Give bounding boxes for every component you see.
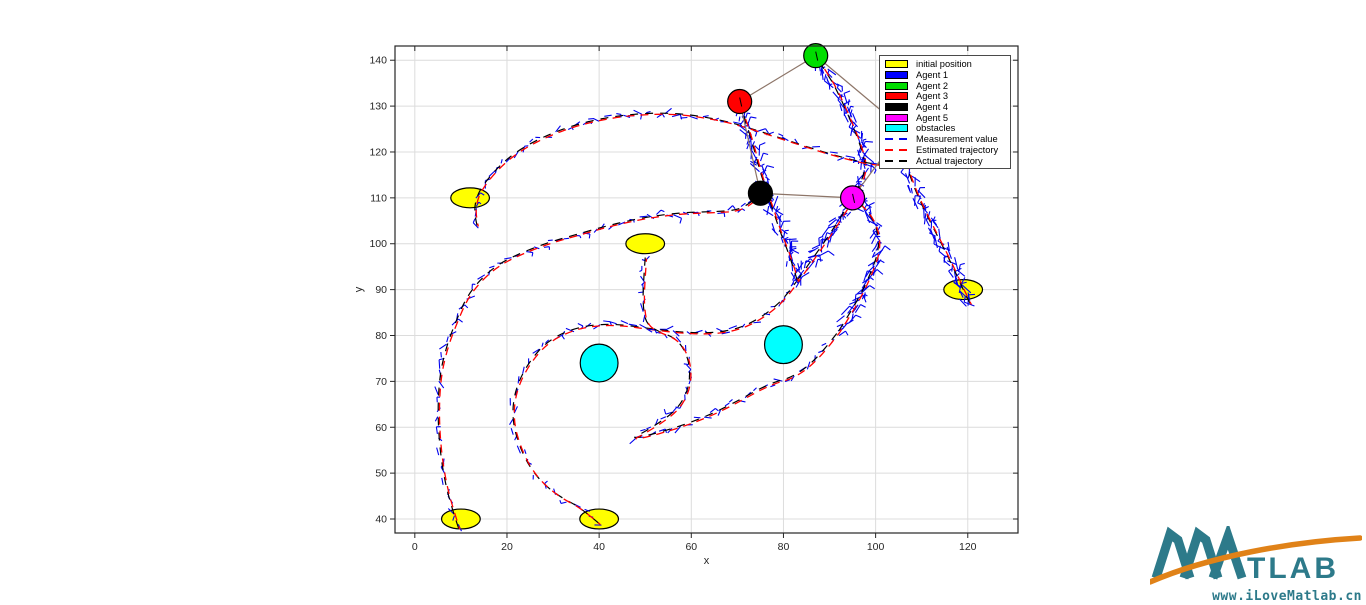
y-tick-label: 120 — [369, 146, 387, 158]
y-tick-label: 60 — [375, 422, 387, 434]
y-tick-label: 90 — [375, 284, 387, 296]
actual-trajectory-line — [474, 112, 895, 226]
estimated-trajectory-line — [438, 193, 763, 530]
legend-label: obstacles — [916, 123, 956, 134]
y-tick-label: 140 — [369, 55, 387, 67]
actual-trajectory-line — [796, 55, 866, 281]
legend-line-sample — [885, 148, 912, 151]
legend-entry-agent-1: Agent 1 — [885, 70, 1008, 81]
agent-marker-agent-3 — [727, 88, 753, 115]
y-tick-label: 130 — [369, 101, 387, 113]
initial-position-ellipse — [450, 187, 491, 209]
legend-label: Agent 3 — [916, 91, 949, 102]
matlab-logo: TLAB www.iLoveMatlab.cn — [1146, 522, 1363, 604]
legend-entry-agent-4: Agent 4 — [885, 102, 1008, 113]
matlab-wordmark: TLAB — [1147, 522, 1363, 585]
estimated-trajectory-line — [513, 281, 800, 526]
legend-color-patch — [885, 103, 912, 112]
y-tick-label: 40 — [375, 514, 387, 526]
x-tick-label: 40 — [593, 541, 605, 553]
legend-entry-actual-trajectory: Actual trajectory — [885, 155, 1008, 166]
axes-frame: 0 20 40 60 80 100 120 40 50 60 70 80 90 100 110 120 130 1… — [353, 45, 1019, 567]
initial-position-ellipses — [440, 187, 984, 530]
measurement-noise — [836, 190, 891, 337]
y-tick-label: 110 — [370, 192, 387, 204]
obstacle-circles — [579, 325, 803, 383]
legend: initial position Agent 1 Agent 2 Agent 3 Age… — [879, 55, 1011, 169]
legend-label: initial position — [916, 59, 972, 70]
estimated-trajectory-line — [635, 258, 841, 440]
legend-color-patch — [885, 71, 912, 80]
legend-line-sample — [885, 159, 912, 162]
legend-label: Agent 2 — [916, 80, 949, 91]
measurement-noise — [795, 51, 878, 288]
formation-link — [739, 55, 817, 103]
obstacle-circle — [763, 325, 803, 365]
legend-label: Measurement value — [916, 134, 998, 145]
measurement-noise — [629, 255, 835, 445]
legend-label: Agent 4 — [916, 102, 949, 113]
agent-marker-agent-2 — [803, 43, 829, 69]
legend-entry-measurement-value: Measurement value — [885, 134, 1008, 145]
x-tick-label: 0 — [412, 541, 418, 553]
actual-trajectory-line — [512, 280, 798, 525]
legend-entry-agent-3: Agent 3 — [885, 91, 1008, 102]
y-tick-label: 70 — [375, 376, 387, 388]
legend-color-patch — [885, 113, 912, 122]
initial-position-ellipse — [625, 233, 666, 255]
x-tick-label: 20 — [501, 541, 513, 553]
measurement-noise — [472, 107, 887, 229]
y-tick-label: 80 — [375, 330, 387, 342]
legend-label: Agent 1 — [916, 70, 949, 81]
x-tick-label: 80 — [778, 541, 790, 553]
formation-link — [739, 101, 761, 194]
y-tick-label: 50 — [375, 468, 387, 480]
estimated-trajectory-line — [798, 56, 867, 282]
actual-trajectory-line — [634, 257, 840, 439]
trajectories-layer — [434, 51, 976, 532]
legend-label: Agent 5 — [916, 112, 949, 123]
legend-label: Estimated trajectory — [916, 144, 999, 155]
ilovematlab-url: www.iLoveMatlab.cn — [1212, 589, 1362, 604]
legend-color-patch — [885, 92, 912, 101]
legend-entry-agent-5: Agent 5 — [885, 112, 1008, 123]
legend-entry-estimated-trajectory: Estimated trajectory — [885, 145, 1008, 156]
initial-position-ellipse — [440, 508, 481, 530]
initial-position-ellipse — [579, 508, 620, 530]
svg-text:TLAB: TLAB — [1247, 552, 1339, 585]
agent-marker-agent-4 — [747, 180, 774, 206]
y-tick-label: 100 — [369, 238, 387, 250]
estimated-trajectory-line — [740, 102, 800, 282]
legend-label: Actual trajectory — [916, 155, 983, 166]
y-axis-label: y — [353, 286, 365, 292]
legend-entry-initial-position: initial position — [885, 59, 1008, 70]
agent-marker-agent-5 — [839, 185, 866, 211]
formation-link — [760, 192, 853, 199]
estimated-trajectory-line — [839, 198, 881, 333]
legend-entry-obstacles: obstacles — [885, 123, 1008, 134]
x-tick-label: 60 — [685, 541, 697, 553]
x-axis-label: x — [704, 555, 710, 567]
legend-color-patch — [885, 81, 912, 90]
estimated-trajectory-line — [475, 113, 896, 227]
measurement-noise — [509, 282, 795, 526]
legend-entry-agent-2: Agent 2 — [885, 80, 1008, 91]
x-tick-label: 100 — [867, 541, 885, 553]
x-tick-label: 120 — [959, 541, 977, 553]
grid — [395, 46, 1018, 533]
legend-color-patch — [885, 124, 912, 133]
obstacle-circle — [579, 343, 619, 383]
legend-color-patch — [885, 60, 912, 69]
legend-line-sample — [885, 138, 912, 141]
